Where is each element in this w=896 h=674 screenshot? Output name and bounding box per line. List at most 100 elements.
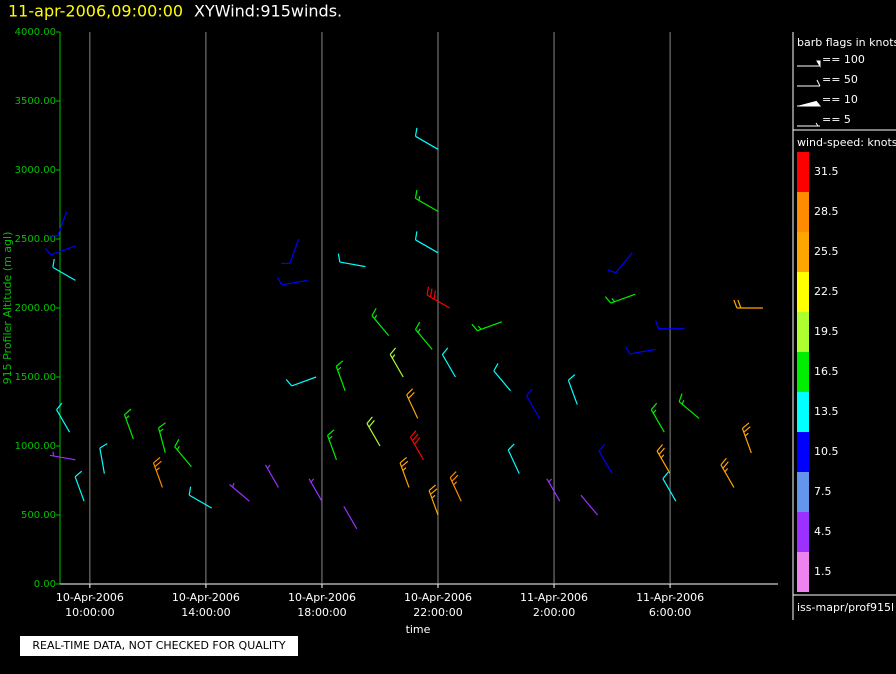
- wind-barb: [655, 320, 685, 330]
- wind-barb: [471, 321, 503, 332]
- x-tick-label-line: 10-Apr-2006: [404, 591, 472, 604]
- flag-sample: [797, 60, 821, 68]
- x-tick-label: 10-Apr-2006 14:00:00: [172, 591, 240, 619]
- wind-barb: [414, 231, 439, 254]
- color-scale-label: 7.5: [814, 485, 832, 498]
- wind-barb: [229, 482, 250, 502]
- wind-barb: [546, 478, 561, 502]
- color-scale-label: 31.5: [814, 165, 839, 178]
- flag-legend-item: == 100: [822, 53, 865, 66]
- x-tick-label-line: 6:00:00: [649, 606, 691, 619]
- color-swatch: [797, 152, 809, 192]
- wind-barb: [371, 307, 390, 336]
- wind-barb: [188, 486, 213, 509]
- source: iss-mapr/prof915l: [797, 601, 894, 614]
- flag-legend-title: barb flags in knots: [797, 36, 896, 49]
- flag-samples: [797, 60, 822, 127]
- wind-barb: [337, 253, 366, 268]
- color-scale-label: 25.5: [814, 245, 839, 258]
- flag-sample: [797, 79, 821, 87]
- x-tick-label: 11-Apr-2006 2:00:00: [520, 591, 588, 619]
- wind-barb: [720, 457, 735, 488]
- x-tick-label-line: 2:00:00: [533, 606, 575, 619]
- wind-barb: [409, 430, 425, 461]
- color-scale-label: 28.5: [814, 205, 839, 218]
- wind-barb: [414, 321, 433, 350]
- color-swatch: [797, 472, 809, 512]
- note-box: [20, 636, 298, 656]
- x-axis-label: time: [406, 623, 431, 636]
- y-tick-label: 500.00: [21, 510, 56, 521]
- wind-barb: [276, 277, 308, 286]
- color-scale-label: 1.5: [814, 565, 832, 578]
- wind-barb: [650, 402, 665, 433]
- wind-barb: [449, 471, 462, 502]
- flag-legend-item: == 5: [822, 113, 851, 126]
- x-tick-label-line: 10:00:00: [65, 606, 114, 619]
- x-tick-label-line: 10-Apr-2006: [172, 591, 240, 604]
- color-scale-label: 13.5: [814, 405, 839, 418]
- wind-barb: [49, 211, 68, 237]
- wind-barb: [308, 478, 323, 502]
- color-swatch: [797, 432, 809, 472]
- wind-barb: [99, 443, 108, 474]
- wind-barb: [56, 402, 71, 433]
- note: REAL-TIME DATA, NOT CHECKED FOR QUALITY: [32, 639, 286, 652]
- wind-barb: [678, 393, 700, 419]
- color-scale-label: 19.5: [814, 325, 839, 338]
- x-tick-label: 10-Apr-2006 22:00:00: [404, 591, 472, 619]
- y-tick-label: 2000.00: [15, 303, 56, 314]
- wind-barb: [426, 286, 450, 309]
- flag-legend-item: == 50: [822, 73, 858, 86]
- y-axis-label: 915 Profiler Altitude (m agl): [1, 232, 14, 385]
- wind-barb: [285, 376, 317, 387]
- color-swatch: [797, 312, 809, 352]
- wind-barb: [441, 347, 456, 378]
- color-swatch: [797, 392, 809, 432]
- wind-barb: [428, 484, 439, 516]
- wind-barb: [49, 451, 76, 461]
- wind-barb: [580, 494, 599, 516]
- x-tick-label: 11-Apr-2006 6:00:00: [636, 591, 704, 619]
- wind-barb: [493, 363, 511, 392]
- color-scale-label: 22.5: [814, 285, 839, 298]
- flag-legend-item: == 10: [822, 93, 858, 106]
- x-tick-label-line: 11-Apr-2006: [520, 591, 588, 604]
- y-tick-label: 2500.00: [15, 234, 56, 245]
- y-tick-label: 0.00: [34, 579, 56, 590]
- wind-barb: [607, 252, 633, 274]
- wind-barb: [567, 374, 578, 405]
- color-scale-label: 4.5: [814, 525, 832, 538]
- wind-barb: [414, 189, 439, 212]
- x-tick-label-line: 22:00:00: [413, 606, 462, 619]
- wind-barb: [399, 456, 410, 488]
- wind-barb: [264, 464, 279, 488]
- chart-title: XYWind:915winds.: [194, 2, 342, 21]
- wind-barb: [174, 439, 192, 468]
- color-scale-label: 10.5: [814, 445, 839, 458]
- y-tick-label: 3000.00: [15, 165, 56, 176]
- y-tick-label: 1000.00: [15, 441, 56, 452]
- wind-barb: [604, 293, 636, 304]
- wind-barb: [281, 238, 300, 265]
- wind-barb: [343, 505, 358, 530]
- wind-barb: [656, 444, 671, 474]
- flag-sample: [797, 100, 822, 107]
- color-swatch: [797, 512, 809, 552]
- color-swatch: [797, 352, 809, 392]
- x-tick-label-line: 14:00:00: [181, 606, 230, 619]
- wind-barb: [123, 408, 134, 440]
- color-swatch: [797, 552, 809, 592]
- flag-sample: [797, 122, 820, 127]
- wind-barb: [662, 471, 677, 502]
- wind-barb: [406, 388, 419, 419]
- x-tick-label-line: 18:00:00: [297, 606, 346, 619]
- y-tick-label: 1500.00: [15, 372, 56, 383]
- color-scale-title: wind-speed: knots: [797, 136, 896, 149]
- wind-barb: [74, 470, 85, 502]
- color-swatch: [797, 232, 809, 272]
- wind-barb: [335, 360, 346, 392]
- x-tick-label-line: 10-Apr-2006: [56, 591, 124, 604]
- wind-barb: [598, 444, 613, 474]
